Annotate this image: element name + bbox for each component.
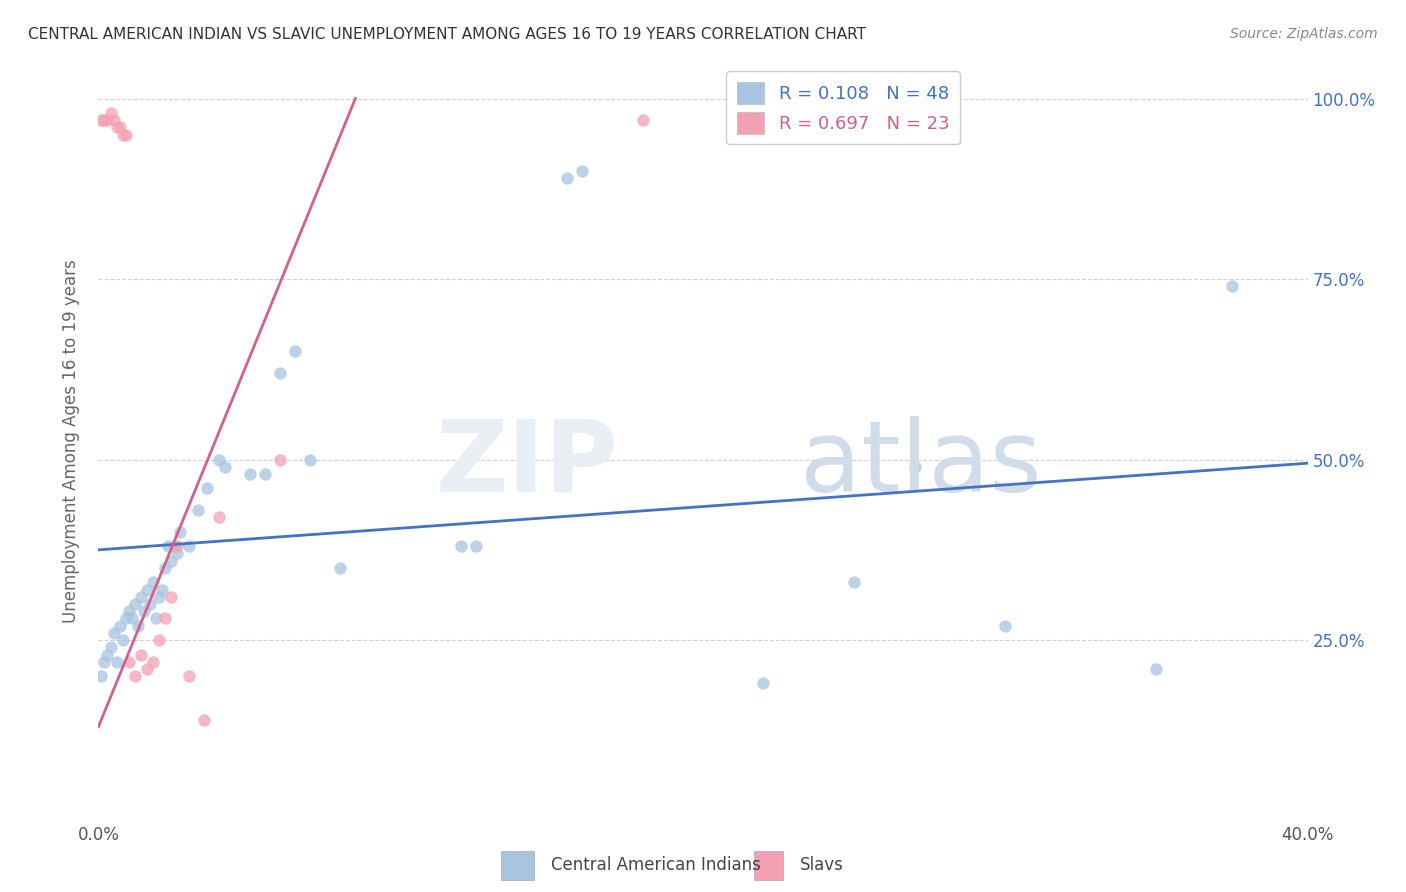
- Legend: R = 0.108   N = 48, R = 0.697   N = 23: R = 0.108 N = 48, R = 0.697 N = 23: [725, 71, 960, 145]
- Point: [108, 618, 131, 632]
- Point: [166, 539, 188, 553]
- Point: [571, 163, 593, 178]
- Point: [93, 655, 115, 669]
- Point: [118, 604, 141, 618]
- Text: Source: ZipAtlas.com: Source: ZipAtlas.com: [1230, 27, 1378, 41]
- Point: [100, 640, 122, 655]
- Point: [135, 662, 157, 676]
- Point: [153, 561, 176, 575]
- Text: Central American Indians: Central American Indians: [551, 856, 761, 874]
- Point: [93, 113, 115, 128]
- Point: [299, 452, 322, 467]
- Point: [208, 452, 231, 467]
- Point: [450, 539, 472, 553]
- Point: [994, 618, 1017, 632]
- Point: [90, 669, 112, 683]
- Point: [179, 669, 201, 683]
- Text: CENTRAL AMERICAN INDIAN VS SLAVIC UNEMPLOYMENT AMONG AGES 16 TO 19 YEARS CORRELA: CENTRAL AMERICAN INDIAN VS SLAVIC UNEMPL…: [28, 27, 866, 42]
- Text: ZIP: ZIP: [436, 416, 619, 513]
- Point: [114, 128, 136, 142]
- Point: [160, 554, 183, 568]
- Point: [284, 344, 307, 359]
- Point: [1220, 279, 1243, 293]
- Point: [214, 459, 236, 474]
- FancyBboxPatch shape: [754, 851, 783, 880]
- Point: [105, 655, 128, 669]
- Point: [124, 597, 146, 611]
- Point: [166, 546, 188, 560]
- Point: [142, 655, 165, 669]
- Point: [555, 171, 578, 186]
- Point: [269, 452, 291, 467]
- Point: [135, 582, 157, 597]
- Point: [129, 648, 152, 662]
- Point: [121, 611, 143, 625]
- Point: [253, 467, 276, 481]
- Point: [118, 655, 141, 669]
- Point: [150, 582, 173, 597]
- Point: [114, 611, 136, 625]
- Point: [208, 510, 231, 524]
- Point: [187, 503, 209, 517]
- Point: [90, 113, 112, 128]
- Point: [195, 482, 218, 496]
- Point: [631, 113, 654, 128]
- Point: [160, 590, 183, 604]
- Point: [465, 539, 488, 553]
- Point: [96, 113, 118, 128]
- Point: [193, 713, 215, 727]
- Point: [269, 366, 291, 380]
- Point: [139, 597, 162, 611]
- Text: Slavs: Slavs: [800, 856, 844, 874]
- Point: [153, 611, 176, 625]
- Point: [129, 590, 152, 604]
- Point: [752, 676, 775, 690]
- Point: [148, 633, 170, 648]
- Point: [100, 106, 122, 120]
- Point: [145, 611, 167, 625]
- Y-axis label: Unemployment Among Ages 16 to 19 years: Unemployment Among Ages 16 to 19 years: [62, 260, 80, 624]
- Point: [108, 120, 131, 135]
- Point: [105, 120, 128, 135]
- Point: [329, 561, 352, 575]
- FancyBboxPatch shape: [501, 851, 534, 880]
- Point: [142, 575, 165, 590]
- Point: [169, 524, 191, 539]
- Point: [1144, 662, 1167, 676]
- Point: [103, 626, 125, 640]
- Point: [904, 459, 927, 474]
- Point: [844, 575, 866, 590]
- Point: [156, 539, 179, 553]
- Point: [163, 539, 186, 553]
- Text: atlas: atlas: [800, 416, 1042, 513]
- Point: [96, 648, 118, 662]
- Point: [103, 113, 125, 128]
- Point: [127, 618, 149, 632]
- Point: [111, 128, 134, 142]
- Point: [148, 590, 170, 604]
- Point: [179, 539, 201, 553]
- Point: [111, 633, 134, 648]
- Point: [132, 604, 155, 618]
- Point: [239, 467, 262, 481]
- Point: [124, 669, 146, 683]
